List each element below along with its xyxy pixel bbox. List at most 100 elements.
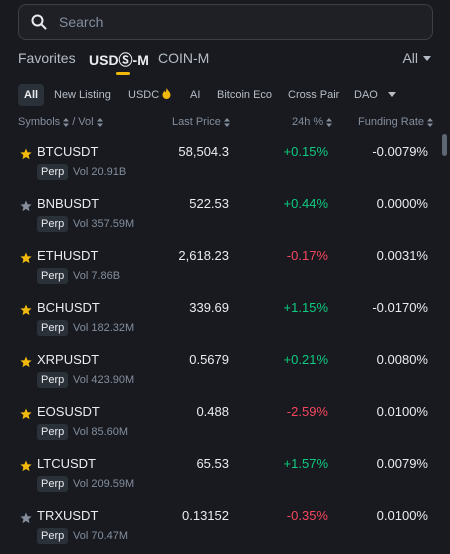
header-symbols: Symbols (18, 116, 61, 128)
funding-rate: 0.0079% (376, 456, 428, 471)
chip-cross-pair[interactable]: Cross Pair (288, 89, 340, 101)
change-percent: +1.15% (283, 300, 328, 315)
star-icon[interactable] (20, 356, 32, 368)
header-change-label: 24h % (292, 116, 324, 128)
sort-icon (326, 117, 333, 127)
sort-icon (223, 117, 230, 127)
symbol-name: TRXUSDT (37, 508, 99, 523)
perp-badge: Perp (37, 164, 69, 180)
last-price: 0.13152 (182, 508, 229, 523)
volume-value: Vol 357.59M (73, 218, 135, 230)
volume-value: Vol 70.47M (73, 530, 129, 542)
more-categories-icon[interactable] (388, 92, 396, 97)
ticker-row[interactable]: LTCUSDT Perp Vol 209.59M 65.53 +1.57% 0.0079% (0, 450, 440, 502)
perp-badge: Perp (37, 528, 69, 544)
sort-icon (427, 117, 434, 127)
header-symbols-vol[interactable]: Symbols / Vol (18, 116, 103, 128)
header-change[interactable]: 24h % (292, 116, 333, 128)
search-box[interactable] (18, 4, 433, 40)
star-icon[interactable] (20, 408, 32, 420)
ticker-row[interactable]: EOSUSDT Perp Vol 85.60M 0.488 -2.59% 0.0100% (0, 398, 440, 450)
symbol-name: BCHUSDT (37, 300, 100, 315)
scrollbar-thumb[interactable] (442, 134, 447, 156)
chip-usdc[interactable]: USDC (128, 84, 171, 106)
funding-rate: 0.0100% (376, 508, 428, 523)
perp-badge: Perp (37, 216, 69, 232)
change-percent: +0.15% (283, 144, 328, 159)
star-icon[interactable] (20, 200, 32, 212)
volume-value: Vol 182.32M (73, 322, 135, 334)
ticker-row[interactable]: BCHUSDT Perp Vol 182.32M 339.69 +1.15% -0.017… (0, 294, 440, 346)
symbol-name: XRPUSDT (37, 352, 100, 367)
symbol-name: LTCUSDT (37, 456, 96, 471)
change-percent: +0.44% (283, 196, 328, 211)
funding-rate: 0.0031% (376, 248, 428, 263)
header-funding-rate[interactable]: Funding Rate (358, 116, 434, 128)
funding-rate: -0.0170% (372, 300, 428, 315)
star-icon[interactable] (20, 460, 32, 472)
change-percent: -0.17% (286, 248, 328, 263)
change-percent: -2.59% (286, 404, 328, 419)
market-filter-label: All (402, 50, 418, 66)
last-price: 0.5679 (189, 352, 229, 367)
change-percent: +0.21% (283, 352, 328, 367)
volume-value: Vol 423.90M (73, 374, 135, 386)
last-price: 522.53 (189, 196, 229, 211)
search-icon (31, 14, 47, 30)
last-price: 65.53 (196, 456, 229, 471)
search-input[interactable] (57, 13, 421, 31)
tab-usds-m[interactable]: USDⓈ-M (89, 52, 149, 68)
chip-ai[interactable]: AI (190, 89, 201, 101)
funding-rate: 0.0100% (376, 404, 428, 419)
chip-all[interactable]: All (18, 84, 45, 106)
star-icon[interactable] (20, 148, 32, 160)
flame-icon (162, 88, 171, 99)
star-icon[interactable] (20, 252, 32, 264)
tab-coin-m[interactable]: COIN-M (158, 50, 210, 66)
tab-favorites[interactable]: Favorites (18, 50, 76, 66)
funding-rate: 0.0000% (376, 196, 428, 211)
ticker-row[interactable]: XRPUSDT Perp Vol 423.90M 0.5679 +0.21% 0.0080… (0, 346, 440, 398)
ticker-row[interactable]: ETHUSDT Perp Vol 7.86B 2,618.23 -0.17% 0.0031… (0, 242, 440, 294)
sort-icon (63, 117, 70, 127)
market-filter-dropdown[interactable]: All (402, 50, 431, 66)
header-last-price-label: Last Price (172, 116, 221, 128)
category-filters: All New Listing USDC AI Bitcoin Eco Cros… (18, 84, 433, 106)
chip-usdc-label: USDC (128, 89, 160, 101)
header-vol: Vol (78, 116, 94, 128)
symbol-name: EOSUSDT (37, 404, 100, 419)
header-separator: / (72, 116, 76, 128)
perp-badge: Perp (37, 268, 69, 284)
volume-value: Vol 209.59M (73, 478, 135, 490)
perp-badge: Perp (37, 320, 69, 336)
chip-bitcoin-eco[interactable]: Bitcoin Eco (217, 89, 273, 101)
star-icon[interactable] (20, 304, 32, 316)
symbol-name: BTCUSDT (37, 144, 99, 159)
volume-value: Vol 85.60M (73, 426, 129, 438)
change-percent: +1.57% (283, 456, 328, 471)
caret-down-icon (423, 55, 431, 61)
symbol-name: BNBUSDT (37, 196, 100, 211)
column-headers: Symbols / Vol Last Price 24h % Funding R… (18, 116, 434, 132)
ticker-row[interactable]: BNBUSDT Perp Vol 357.59M 522.53 +0.44% 0.0000… (0, 190, 440, 242)
change-percent: -0.35% (286, 508, 328, 523)
perp-badge: Perp (37, 476, 69, 492)
last-price: 2,618.23 (178, 248, 229, 263)
header-funding-label: Funding Rate (358, 116, 425, 128)
header-last-price[interactable]: Last Price (172, 116, 230, 128)
chip-new-listing[interactable]: New Listing (54, 89, 111, 101)
star-icon[interactable] (20, 512, 32, 524)
volume-value: Vol 7.86B (73, 270, 121, 282)
chip-dao[interactable]: DAO (354, 89, 378, 101)
volume-value: Vol 20.91B (73, 166, 127, 178)
sort-icon (96, 117, 103, 127)
funding-rate: 0.0080% (376, 352, 428, 367)
symbol-name: ETHUSDT (37, 248, 99, 263)
funding-rate: -0.0079% (372, 144, 428, 159)
last-price: 0.488 (196, 404, 229, 419)
ticker-row[interactable]: TRXUSDT Perp Vol 70.47M 0.13152 -0.35% 0.0100… (0, 502, 440, 554)
ticker-row[interactable]: BTCUSDT Perp Vol 20.91B 58,504.3 +0.15% -0.00… (0, 138, 440, 190)
perp-badge: Perp (37, 372, 69, 388)
market-tabs: Favorites USDⓈ-M COIN-M All (18, 50, 433, 76)
last-price: 58,504.3 (178, 144, 229, 159)
